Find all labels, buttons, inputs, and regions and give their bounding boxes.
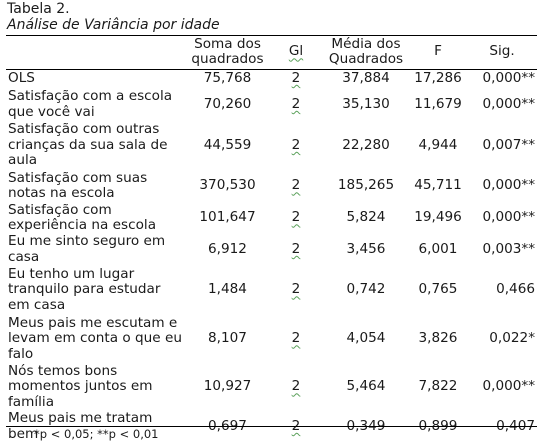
cell-sig: 0,000** <box>482 378 535 395</box>
cell-media-dos-quadrados: 5,464 <box>346 378 386 395</box>
cell-f: 0,765 <box>418 281 458 298</box>
cell-gl-text: 2 <box>291 240 301 257</box>
cell-media-dos-quadrados: 0,742 <box>346 281 386 298</box>
header-gl: Gl <box>269 35 323 69</box>
cell-soma-dos-quadrados: 370,530 <box>199 177 256 194</box>
cell-gl-text: 2 <box>291 95 301 112</box>
cell-media-dos-quadrados: 22,280 <box>342 136 390 153</box>
bottom-rule <box>6 426 537 427</box>
cell-gl: 2 <box>269 315 323 363</box>
header-gl-text: Gl <box>288 43 304 60</box>
table-row: Satisfação com suas notas na escola 370,5… <box>6 170 537 202</box>
table-row: Eu me sinto seguro em casa 6,912 2 3,456 6,0… <box>6 233 537 265</box>
cell-f: 6,001 <box>418 240 458 257</box>
cell-sig: 0,003** <box>482 240 535 257</box>
cell-gl-text: 2 <box>291 69 301 86</box>
top-rule <box>6 35 537 36</box>
cell-soma-dos-quadrados: 6,912 <box>208 240 247 257</box>
row-label: Meus pais me escutam e levam em conta o … <box>8 314 182 362</box>
cell-soma-dos-quadrados: 10,927 <box>203 378 252 395</box>
cell-gl: 2 <box>269 170 323 202</box>
cell-gl: 2 <box>269 69 323 88</box>
row-label: Satisfação com a escola que você vai <box>8 88 173 120</box>
cell-gl: 2 <box>269 363 323 411</box>
table-row: Meus pais me tratam bem 0,697 2 0,349 0,899 0… <box>6 410 537 442</box>
cell-f: 11,679 <box>414 95 462 112</box>
cell-soma-dos-quadrados: 75,768 <box>203 69 252 86</box>
cell-gl: 2 <box>269 202 323 234</box>
cell-soma-dos-quadrados: 70,260 <box>203 95 252 112</box>
cell-media-dos-quadrados: 4,054 <box>346 330 386 347</box>
cell-f: 4,944 <box>418 136 458 153</box>
cell-gl-text: 2 <box>291 136 301 153</box>
cell-f: 45,711 <box>414 177 462 194</box>
cell-sig: 0,407 <box>496 417 535 434</box>
cell-gl-text: 2 <box>291 330 301 347</box>
header-soma-dos-quadrados: Soma dos quadrados <box>191 35 264 67</box>
cell-gl: 2 <box>269 234 323 265</box>
cell-media-dos-quadrados: 5,824 <box>346 209 386 226</box>
footnote: *p < 0,05; **p < 0,01 <box>34 427 159 441</box>
row-label: Nós temos bons momentos juntos em famíli… <box>8 362 153 410</box>
table-title: Análise de Variância por idade <box>7 17 220 33</box>
header-sig: Sig. <box>489 43 515 60</box>
cell-sig: 0,000** <box>482 69 535 86</box>
cell-f: 7,822 <box>418 378 458 395</box>
table-row: Nós temos bons momentos juntos em famíli… <box>6 363 537 411</box>
cell-soma-dos-quadrados: 8,107 <box>208 330 247 347</box>
row-label: Eu me sinto seguro em casa <box>8 233 166 265</box>
cell-media-dos-quadrados: 37,884 <box>342 69 390 86</box>
header-f: F <box>434 43 442 60</box>
cell-f: 3,826 <box>418 330 458 347</box>
cell-f: 17,286 <box>414 69 462 86</box>
cell-gl: 2 <box>269 88 323 121</box>
cell-sig: 0,022* <box>489 330 535 347</box>
table-row: Satisfação com outras crianças da sua sa… <box>6 121 537 170</box>
cell-sig: 0,000** <box>482 177 535 194</box>
cell-soma-dos-quadrados: 44,559 <box>203 136 252 153</box>
cell-sig: 0,466 <box>496 281 535 298</box>
table-row: Eu tenho um lugar tranquilo para estudar… <box>6 265 537 315</box>
cell-sig: 0,000** <box>482 209 535 226</box>
table-row: OLS 75,768 2 37,884 17,286 0,000** <box>6 69 537 88</box>
cell-gl-text: 2 <box>292 418 301 434</box>
cell-f: 0,899 <box>418 417 458 434</box>
header-row: Soma dos quadrados Gl Média dos Quadrado… <box>6 35 537 69</box>
row-label: Eu tenho um lugar tranquilo para estudar… <box>8 265 161 313</box>
row-label: Satisfação com outras crianças da sua sa… <box>8 121 168 169</box>
header-media-dos-quadrados: Média dos Quadrados <box>328 35 404 67</box>
table-row: Satisfação com a escola que você vai 70,2… <box>6 88 537 121</box>
row-label: Satisfação com suas notas na escola <box>8 169 148 201</box>
cell-gl-text: 2 <box>291 209 301 226</box>
cell-media-dos-quadrados: 35,130 <box>342 95 390 112</box>
cell-sig: 0,007** <box>482 136 535 153</box>
cell-sig: 0,000** <box>482 95 535 112</box>
cell-soma-dos-quadrados: 1,484 <box>208 281 247 298</box>
table-label: Tabela 2. <box>7 1 70 17</box>
cell-gl: 2 <box>269 411 323 442</box>
cell-gl: 2 <box>269 121 323 170</box>
cell-gl-text: 2 <box>291 281 301 298</box>
header-rule <box>6 69 537 70</box>
cell-soma-dos-quadrados: 0,697 <box>208 417 247 434</box>
cell-soma-dos-quadrados: 101,647 <box>199 209 256 226</box>
cell-f: 19,496 <box>414 209 462 226</box>
cell-gl: 2 <box>269 265 323 315</box>
cell-media-dos-quadrados: 0,349 <box>346 417 386 434</box>
cell-media-dos-quadrados: 185,265 <box>337 177 395 194</box>
cell-gl-text: 2 <box>291 177 301 194</box>
row-label: Satisfação com experiência na escola <box>8 201 157 233</box>
table-row: Meus pais me escutam e levam em conta o … <box>6 315 537 363</box>
row-label: Meus pais me tratam bem <box>8 410 153 442</box>
table-row: Satisfação com experiência na escola 101,… <box>6 202 537 234</box>
cell-media-dos-quadrados: 3,456 <box>346 240 386 257</box>
anova-table: Soma dos quadrados Gl Média dos Quadrado… <box>6 35 537 442</box>
cell-gl-text: 2 <box>291 378 301 395</box>
header-label <box>6 35 186 69</box>
row-label: OLS <box>8 69 35 86</box>
